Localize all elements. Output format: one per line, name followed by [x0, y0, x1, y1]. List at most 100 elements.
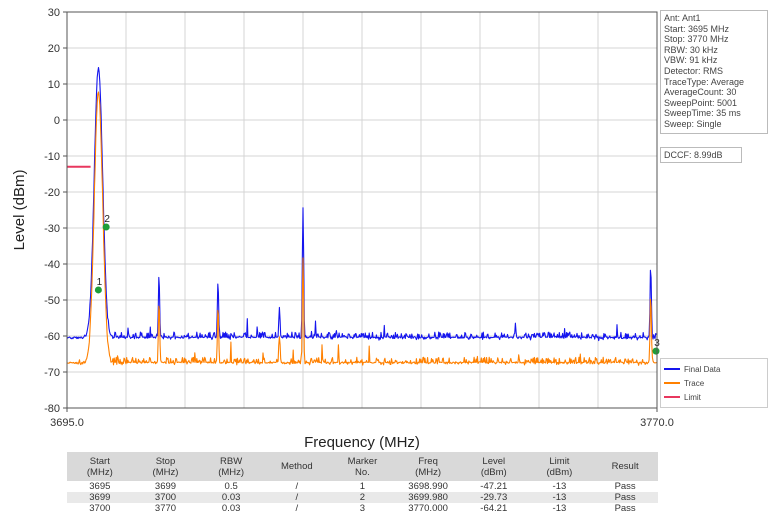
setting-antenna: Ant: Ant1 [664, 13, 701, 23]
y-tick-label: -50 [44, 295, 60, 307]
cell-stop: 3770 [154, 503, 177, 514]
table-row: 3699 3700 0.03 / 2 3699.980 -29.73 -13 P… [67, 492, 658, 503]
setting-sweep-time: SweepTime: 35 ms [664, 108, 741, 119]
header-text: Start [89, 455, 110, 467]
y-tick-label: 30 [48, 7, 60, 19]
legend-label: Trace [684, 378, 705, 388]
cell-level: -47.21 [480, 481, 508, 492]
y-tick-label: -60 [44, 331, 60, 343]
marker-label: 1 [97, 277, 103, 288]
y-tick-label: 0 [54, 115, 60, 127]
header-text: Level [482, 455, 506, 467]
legend-label: Limit [684, 392, 701, 402]
cell-level: -64.21 [480, 503, 508, 514]
trace-line [66, 91, 658, 366]
cell-start: 3695 [89, 481, 111, 492]
y-tick-label: -40 [44, 259, 60, 271]
setting-start: Start: 3695 MHz [664, 23, 730, 34]
y-tick-label: -80 [44, 403, 60, 415]
cell-start: 3700 [89, 503, 111, 514]
cell-limit: -13 [552, 481, 567, 492]
header-unit: (MHz) [152, 466, 179, 478]
header-unit: (MHz) [218, 466, 245, 478]
cell-rbw: 0.03 [221, 503, 241, 514]
legend-item-final-data: Final Data [664, 362, 764, 376]
legend-swatch-trace [664, 382, 680, 384]
setting-stop: Stop: 3770 MHz [664, 34, 729, 45]
cell-method: / [295, 481, 299, 492]
setting-rbw: RBW: 30 kHz [664, 44, 718, 55]
cell-stop: 3700 [132, 492, 199, 503]
x-axis-label: Frequency (MHz) [304, 434, 420, 451]
cell-rbw: 0.5 [224, 481, 238, 492]
header-result: Result [592, 452, 658, 481]
cell-limit: -13 [552, 503, 567, 514]
cell-freq: 3698.990 [408, 481, 448, 492]
y-tick-label: 10 [48, 79, 60, 91]
cell-level: -29.73 [460, 492, 527, 503]
table-row: 3695 3699 0.5 / 1 3698.990 -47.21 -13 Pa… [67, 481, 658, 492]
cell-marker-no: 3 [359, 503, 366, 514]
header-unit: (MHz) [86, 466, 113, 478]
cell-marker-no: 1 [359, 481, 366, 492]
marker-label: 2 [104, 214, 110, 225]
cell-rbw: 0.03 [198, 492, 264, 503]
cell-limit: -13 [526, 492, 593, 503]
marker-point [94, 286, 102, 294]
y-tick-label: 20 [48, 43, 60, 55]
header-text: Limit [549, 455, 570, 467]
legend-item-trace: Trace [664, 376, 764, 390]
dccf-box: DCCF: 8.99dB [660, 147, 742, 163]
header-unit: (MHz) [415, 466, 442, 478]
measurement-settings-box: Ant: Ant1 Start: 3695 MHz Stop: 3770 MHz… [660, 10, 768, 134]
header-rbw: RBW (MHz) [198, 452, 264, 481]
setting-sweep: Sweep: Single [664, 118, 722, 129]
header-freq: Freq (MHz) [395, 452, 461, 481]
header-marker-no: Marker No. [329, 452, 396, 481]
cell-method: / [295, 503, 299, 514]
y-axis-label: Level (dBm) [11, 170, 28, 251]
setting-vbw: VBW: 91 kHz [664, 55, 718, 66]
header-unit: (dBm) [480, 466, 507, 478]
header-unit: (dBm) [546, 466, 573, 478]
header-method: Method [263, 452, 330, 481]
chart-legend: Final Data Trace Limit [660, 358, 768, 408]
y-tick-label: -20 [44, 187, 60, 199]
setting-detector: Detector: RMS [664, 65, 724, 76]
cell-result: Pass [614, 503, 636, 514]
cell-freq: 3699.980 [395, 492, 461, 503]
cell-freq: 3770.000 [408, 503, 448, 514]
cell-start: 3699 [67, 492, 133, 503]
chart-data-layer: 123 [66, 66, 660, 366]
table-header-row: Start (MHz) Stop (MHz) RBW (MHz) Method Mar… [67, 452, 658, 481]
header-text: RBW [220, 455, 243, 467]
y-tick-label: -30 [44, 223, 60, 235]
header-text: Result [611, 461, 639, 472]
cell-marker-no: 2 [329, 492, 396, 503]
y-tick-label: -70 [44, 367, 60, 379]
cell-stop: 3699 [154, 481, 177, 492]
y-tick-label: -10 [44, 151, 60, 163]
header-limit: Limit (dBm) [526, 452, 593, 481]
header-text: Method [280, 461, 313, 472]
legend-swatch-final-data [664, 368, 680, 370]
header-unit: No. [355, 466, 370, 478]
cell-method: / [263, 492, 330, 503]
cell-result: Pass [592, 492, 658, 503]
legend-item-limit: Limit [664, 390, 764, 404]
header-start: Start (MHz) [67, 452, 133, 481]
legend-swatch-limit [664, 396, 680, 398]
axis-ticks: 30 20 10 0 -10 -20 -30 -40 -50 -60 -70 -80 3695.0 377… [44, 7, 674, 429]
x-tick-label: 3770.0 [640, 417, 674, 429]
header-text: Marker [347, 455, 378, 467]
header-stop: Stop (MHz) [132, 452, 199, 481]
dccf-value: DCCF: 8.99dB [664, 150, 723, 160]
marker-point [652, 347, 660, 355]
grid [67, 11, 657, 409]
setting-trace-type: TraceType: Average [664, 76, 745, 87]
legend-label: Final Data [684, 364, 721, 374]
header-level: Level (dBm) [460, 452, 527, 481]
cell-result: Pass [614, 481, 636, 492]
marker-point [102, 223, 110, 231]
